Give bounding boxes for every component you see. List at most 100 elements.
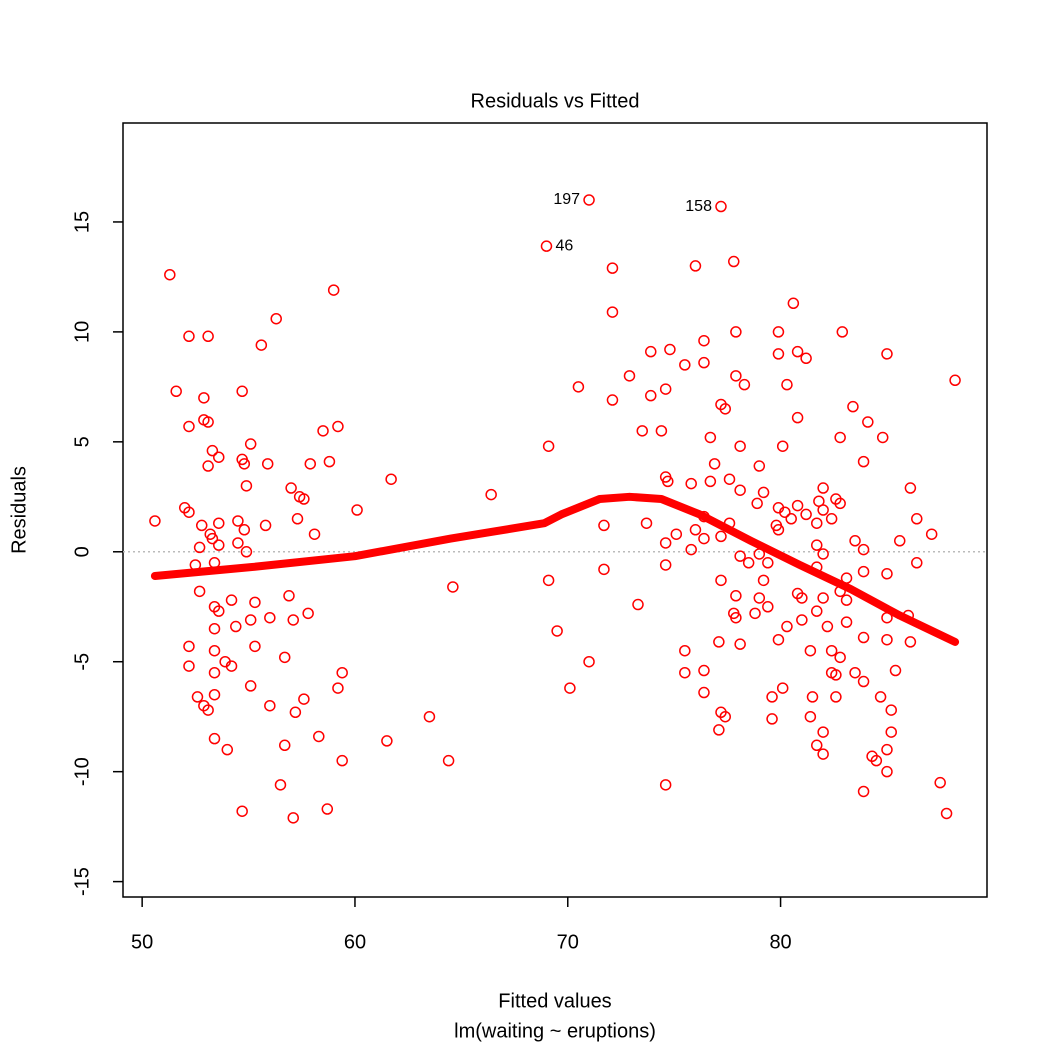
point bbox=[857, 631, 870, 644]
point bbox=[925, 528, 938, 540]
point bbox=[817, 726, 829, 738]
point bbox=[817, 748, 829, 760]
point bbox=[236, 385, 248, 398]
point bbox=[911, 557, 923, 569]
point-label: 158 bbox=[685, 198, 712, 215]
y-tick-label: 0 bbox=[71, 546, 93, 557]
point bbox=[800, 508, 812, 521]
point bbox=[244, 680, 257, 692]
point bbox=[751, 497, 763, 510]
point bbox=[202, 416, 214, 428]
point bbox=[423, 710, 436, 723]
point bbox=[934, 776, 946, 789]
point bbox=[730, 590, 742, 602]
point bbox=[202, 460, 214, 472]
point bbox=[183, 660, 195, 672]
point bbox=[259, 519, 272, 532]
point bbox=[762, 601, 774, 613]
y-tick-label: 5 bbox=[71, 436, 93, 447]
point bbox=[202, 704, 214, 716]
point bbox=[208, 666, 221, 679]
point bbox=[734, 440, 746, 452]
point bbox=[208, 622, 221, 635]
point bbox=[302, 607, 314, 620]
point bbox=[381, 735, 393, 747]
point bbox=[772, 633, 785, 646]
point bbox=[749, 607, 761, 620]
point bbox=[336, 666, 348, 679]
point bbox=[289, 706, 302, 719]
point bbox=[645, 345, 657, 358]
point bbox=[240, 480, 253, 492]
point bbox=[704, 431, 717, 444]
point bbox=[791, 411, 804, 424]
point bbox=[232, 537, 244, 549]
point bbox=[881, 633, 893, 646]
point bbox=[442, 754, 455, 767]
point bbox=[885, 726, 897, 738]
point bbox=[583, 194, 595, 206]
point bbox=[213, 539, 225, 551]
point bbox=[659, 383, 672, 395]
point bbox=[551, 625, 563, 637]
point bbox=[206, 532, 219, 545]
point bbox=[285, 482, 297, 494]
point bbox=[183, 330, 195, 343]
point bbox=[698, 532, 710, 545]
x-tick-label: 80 bbox=[769, 931, 791, 953]
point bbox=[287, 812, 299, 824]
point bbox=[791, 499, 804, 512]
point bbox=[385, 473, 397, 485]
point bbox=[766, 713, 778, 725]
x-axis-label: Fitted values bbox=[498, 990, 611, 1012]
point bbox=[876, 431, 889, 444]
subtitle: lm(waiting ~ eruptions) bbox=[454, 1020, 656, 1042]
point bbox=[715, 574, 727, 587]
point bbox=[679, 666, 691, 679]
point bbox=[183, 640, 195, 653]
point bbox=[776, 682, 789, 694]
point bbox=[796, 614, 808, 626]
point bbox=[632, 598, 644, 611]
point bbox=[940, 807, 953, 820]
point bbox=[881, 348, 893, 360]
point bbox=[830, 669, 842, 681]
point bbox=[170, 385, 182, 398]
point bbox=[598, 519, 610, 532]
point bbox=[270, 312, 282, 325]
point bbox=[811, 605, 823, 617]
point bbox=[949, 374, 961, 387]
point bbox=[238, 458, 251, 470]
point bbox=[772, 326, 785, 338]
point bbox=[715, 200, 727, 213]
point bbox=[244, 614, 257, 626]
point bbox=[238, 524, 251, 536]
point bbox=[781, 378, 793, 391]
point bbox=[679, 359, 691, 371]
point bbox=[817, 482, 829, 494]
point bbox=[679, 644, 691, 657]
point bbox=[893, 535, 906, 547]
point bbox=[670, 528, 683, 540]
point bbox=[830, 691, 842, 703]
point bbox=[904, 482, 917, 494]
point bbox=[730, 326, 742, 338]
point bbox=[278, 651, 291, 664]
point bbox=[213, 517, 225, 529]
point bbox=[623, 370, 636, 382]
point bbox=[208, 688, 221, 701]
y-tick-label: 10 bbox=[71, 321, 93, 343]
point bbox=[881, 743, 893, 756]
point bbox=[857, 455, 870, 468]
point bbox=[817, 504, 829, 516]
point bbox=[730, 370, 742, 382]
point bbox=[762, 557, 774, 569]
point bbox=[255, 339, 268, 351]
point bbox=[564, 682, 576, 694]
point bbox=[598, 563, 610, 576]
point bbox=[149, 515, 161, 527]
point bbox=[230, 620, 242, 633]
y-tick-label: -15 bbox=[71, 867, 93, 896]
x-tick-label: 60 bbox=[344, 931, 366, 953]
point bbox=[640, 517, 653, 529]
